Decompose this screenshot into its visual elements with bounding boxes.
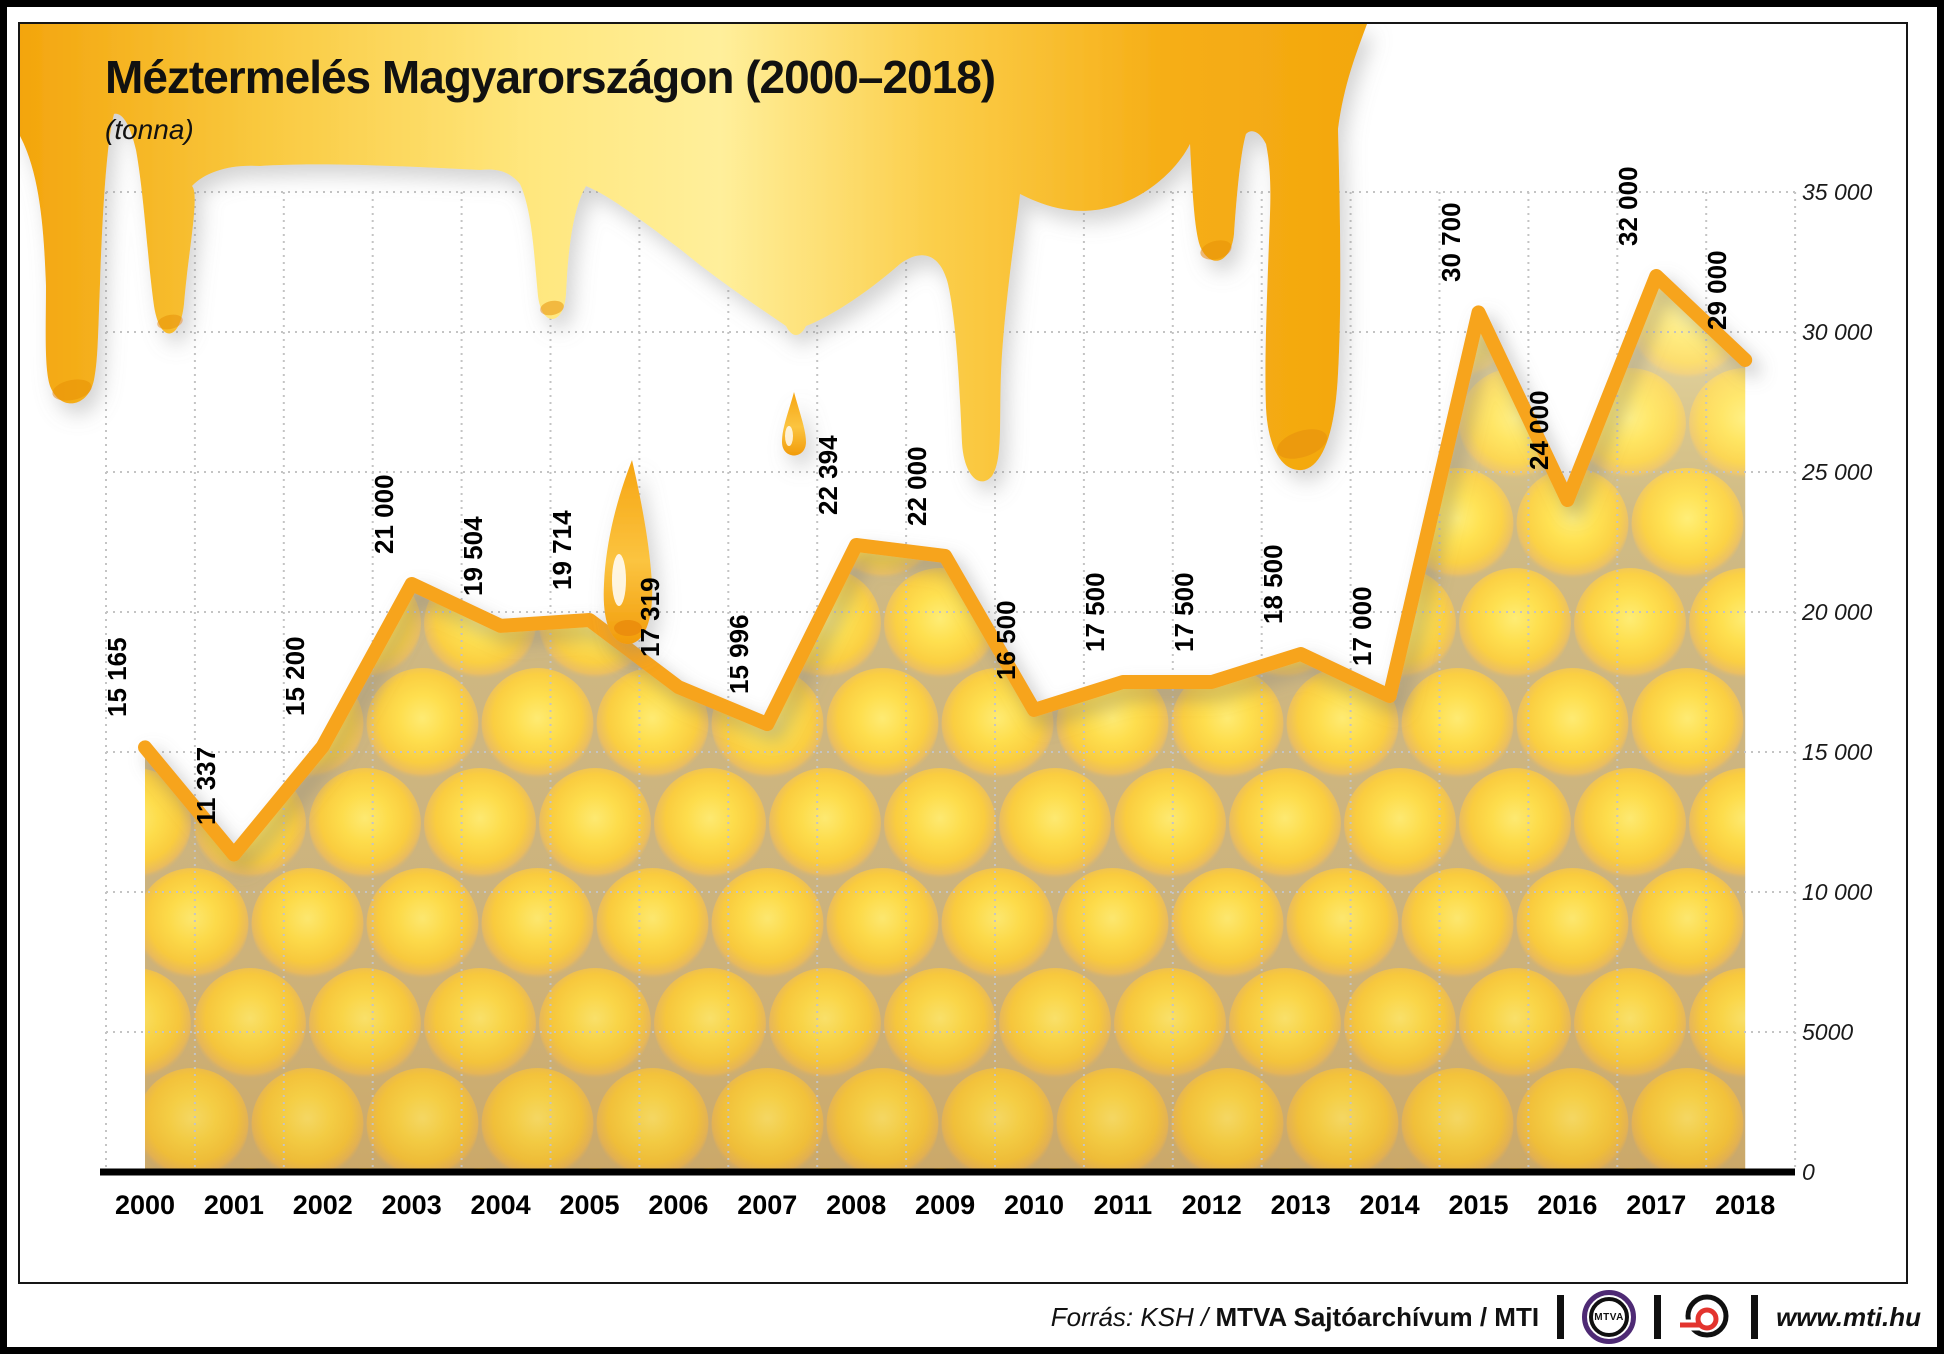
value-label: 30 700	[1435, 202, 1466, 283]
value-label: 22 000	[902, 446, 933, 526]
drip-bulb-shade	[1200, 240, 1232, 260]
source-credit-regular: Forrás: KSH /	[1050, 1301, 1216, 1332]
footer-divider	[1557, 1295, 1565, 1339]
value-label: 22 394	[813, 435, 844, 515]
drip-bulb-shade	[540, 300, 564, 316]
honey-drip-decoration	[20, 24, 1367, 645]
value-label: 15 165	[102, 637, 132, 718]
y-axis-label: 15 000	[1802, 739, 1873, 765]
drip-bulb-shade	[157, 314, 183, 330]
y-axis-label: 5000	[1802, 1019, 1854, 1045]
source-credit-bold: MTVA Sajtóarchívum / MTI	[1215, 1301, 1540, 1332]
year-label: 2003	[381, 1190, 442, 1220]
year-label: 2009	[915, 1190, 976, 1220]
mti-logo	[1680, 1294, 1729, 1338]
year-label: 2012	[1181, 1190, 1242, 1220]
mtva-logo-text: MTVA	[1594, 1311, 1624, 1323]
value-label: 21 000	[368, 474, 399, 554]
value-label: 17 000	[1346, 586, 1377, 666]
footer-url: www.mti.hu	[1776, 1301, 1921, 1332]
footer-divider	[1654, 1295, 1662, 1339]
page-subtitle: (tonna)	[105, 114, 194, 145]
value-label: 15 200	[279, 636, 310, 717]
droplet-highlight	[785, 426, 793, 446]
value-label: 24 000	[1524, 390, 1555, 470]
drip-bulb-shade	[1276, 429, 1328, 459]
year-label: 2001	[203, 1190, 264, 1220]
year-label: 2018	[1715, 1190, 1776, 1220]
y-axis-label: 10 000	[1802, 879, 1873, 905]
year-label: 2017	[1626, 1190, 1687, 1220]
year-label: 2011	[1093, 1190, 1153, 1220]
footer: Forrás: KSH / MTVA Sajtóarchívum / MTI M…	[7, 1288, 1921, 1346]
year-label: 2004	[470, 1190, 531, 1220]
gridlines	[105, 191, 1797, 1172]
mtva-logo-inner-ring: MTVA	[1589, 1297, 1630, 1337]
year-label: 2014	[1359, 1190, 1420, 1220]
droplet-shade	[614, 620, 642, 636]
year-label: 2005	[559, 1190, 620, 1220]
drip-bulb-shade	[52, 379, 92, 401]
value-label: 17 500	[1079, 572, 1110, 652]
honey-drip-shape	[20, 24, 1367, 482]
year-label: 2002	[292, 1190, 353, 1220]
value-label: 19 504	[457, 516, 488, 596]
year-label: 2000	[114, 1190, 176, 1220]
honey-production-chart	[20, 24, 1797, 1176]
year-label: 2016	[1537, 1190, 1598, 1220]
source-credit: Forrás: KSH / MTVA Sajtóarchívum / MTI	[1051, 1302, 1539, 1333]
year-label: 2008	[826, 1190, 887, 1220]
value-label: 32 000	[1613, 166, 1644, 246]
year-label: 2010	[1003, 1190, 1065, 1220]
value-label: 29 000	[1702, 250, 1733, 330]
droplet-highlight	[612, 554, 626, 606]
chart-board: 15 165 11 337 15 200 21 000 19 504 19 714 17 3…	[18, 22, 1908, 1284]
y-axis-label: 30 000	[1802, 319, 1873, 345]
title-block: Méztermelés Magyarországon (2000–2018) (…	[105, 50, 996, 146]
production-line	[138, 269, 1753, 862]
value-label: 18 500	[1257, 544, 1288, 624]
footer-divider	[1751, 1295, 1759, 1339]
y-axis-label: 0	[1802, 1159, 1815, 1185]
y-axis-label: 25 000	[1802, 459, 1873, 485]
value-label: 17 500	[1168, 572, 1199, 652]
area-fill-honeycomb	[145, 276, 1746, 1172]
y-axis-label: 20 000	[1802, 599, 1873, 625]
year-label: 2015	[1448, 1190, 1509, 1220]
value-label: 15 996	[724, 614, 755, 695]
area-fill-shade	[145, 276, 1746, 1172]
value-label: 19 714	[546, 510, 577, 590]
value-label: 17 319	[635, 577, 666, 658]
page-title: Méztermelés Magyarországon (2000–2018)	[105, 51, 996, 103]
year-label: 2007	[737, 1190, 798, 1220]
value-label: 11 337	[190, 746, 221, 825]
value-label: 16 500	[991, 600, 1021, 680]
data-line	[138, 269, 1753, 862]
y-axis-label: 35 000	[1802, 179, 1873, 205]
year-label: 2013	[1270, 1190, 1331, 1220]
honey-droplet-small	[782, 392, 806, 456]
mtva-logo: MTVA	[1582, 1290, 1637, 1344]
year-label: 2006	[648, 1190, 709, 1220]
